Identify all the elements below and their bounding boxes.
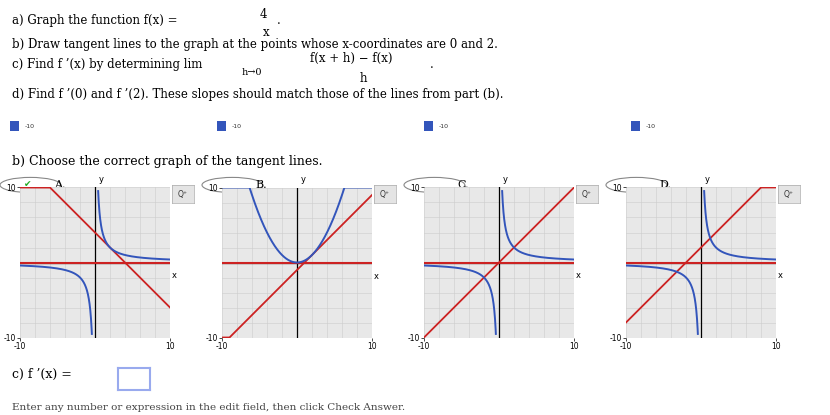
Text: f(x + h) − f(x): f(x + h) − f(x) xyxy=(310,52,393,65)
Text: Enter any number or expression in the edit field, then click Check Answer.: Enter any number or expression in the ed… xyxy=(12,403,405,412)
Circle shape xyxy=(606,177,666,193)
Text: d) Find f ’(0) and f ’(2). These slopes should match those of the lines from par: d) Find f ’(0) and f ’(2). These slopes … xyxy=(12,88,504,101)
Text: -10: -10 xyxy=(24,124,34,129)
Text: -10: -10 xyxy=(232,124,242,129)
Text: y: y xyxy=(300,175,305,184)
Text: b) Draw tangent lines to the graph at the points whose x-coordinates are 0 and 2: b) Draw tangent lines to the graph at th… xyxy=(12,38,498,51)
Text: .: . xyxy=(277,14,281,27)
Bar xyxy=(217,121,226,131)
Text: y: y xyxy=(99,175,104,184)
Text: y: y xyxy=(503,175,508,184)
Text: Q⁺: Q⁺ xyxy=(380,190,390,198)
Text: h: h xyxy=(360,72,368,85)
Text: x: x xyxy=(263,26,270,39)
Bar xyxy=(10,121,19,131)
Text: x: x xyxy=(171,271,176,281)
Text: 4: 4 xyxy=(260,8,267,21)
Text: x: x xyxy=(777,271,782,281)
Text: -10: -10 xyxy=(438,124,448,129)
Bar xyxy=(631,121,640,131)
Text: ✔: ✔ xyxy=(24,180,32,189)
Text: b) Choose the correct graph of the tangent lines.: b) Choose the correct graph of the tange… xyxy=(12,155,323,168)
Text: x: x xyxy=(575,271,580,281)
Text: Q⁺: Q⁺ xyxy=(784,190,794,198)
Text: A.: A. xyxy=(54,180,65,190)
Text: a) Graph the function f(x) =: a) Graph the function f(x) = xyxy=(12,14,178,27)
Text: B.: B. xyxy=(256,180,267,190)
Text: Q⁺: Q⁺ xyxy=(582,190,592,198)
Circle shape xyxy=(0,177,61,193)
Text: x: x xyxy=(374,271,378,281)
Text: Q⁺: Q⁺ xyxy=(178,190,188,198)
Text: c) f ’(x) =: c) f ’(x) = xyxy=(12,368,72,381)
Text: y: y xyxy=(705,175,710,184)
Text: C.: C. xyxy=(457,180,469,190)
Text: c) Find f ’(x) by determining lim: c) Find f ’(x) by determining lim xyxy=(12,58,203,71)
Circle shape xyxy=(404,177,465,193)
Text: D.: D. xyxy=(660,180,671,190)
Circle shape xyxy=(202,177,263,193)
Text: h→0: h→0 xyxy=(242,68,262,77)
Text: -10: -10 xyxy=(646,124,656,129)
Bar xyxy=(424,121,433,131)
Text: .: . xyxy=(430,58,434,71)
